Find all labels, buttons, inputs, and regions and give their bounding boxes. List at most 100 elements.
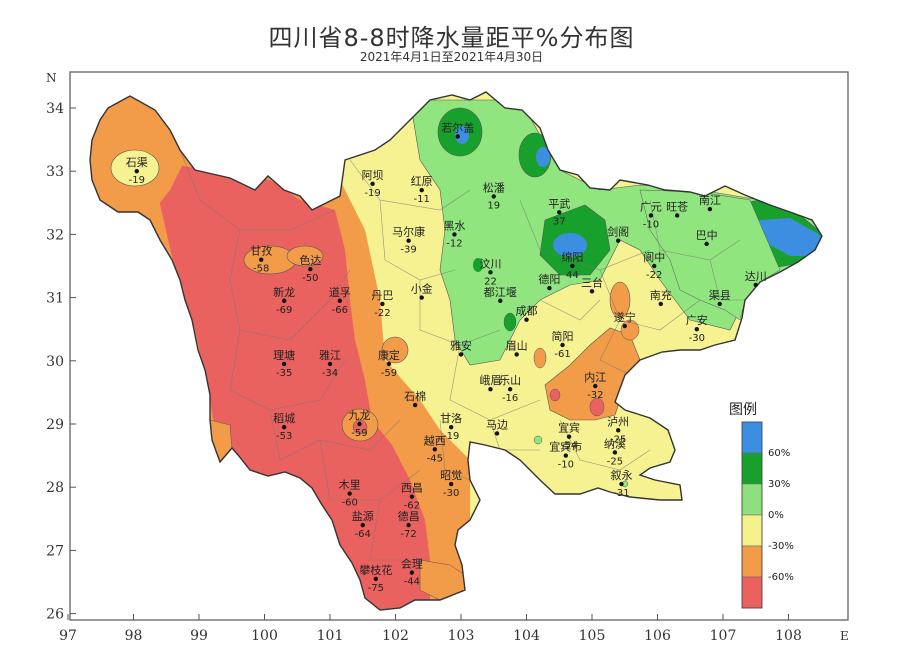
- station-marker[interactable]: 马尔康 -39: [392, 225, 425, 256]
- station-marker[interactable]: 若尔盖: [441, 120, 474, 139]
- station-marker[interactable]: 新龙 -69: [273, 285, 295, 316]
- station-marker[interactable]: 叙永 -31: [610, 468, 632, 499]
- station-marker[interactable]: 木里 -60: [339, 479, 361, 509]
- station-marker[interactable]: 道孚 -66: [329, 285, 351, 316]
- station-value: 37: [553, 216, 566, 227]
- station-marker[interactable]: 红原 -11: [411, 175, 433, 205]
- station-name: 渠县: [709, 289, 731, 302]
- station-name: 马尔康: [392, 225, 425, 239]
- station-marker[interactable]: 眉山: [506, 339, 528, 357]
- x-axis-unit: E: [840, 629, 849, 643]
- y-tick-label: 31: [46, 291, 64, 307]
- station-name: 泸州: [607, 415, 629, 428]
- station-dot: [448, 481, 454, 487]
- station-dot: [134, 169, 139, 174]
- station-marker[interactable]: 三台: [581, 275, 603, 294]
- station-dot: [308, 266, 313, 272]
- station-marker[interactable]: 巴中: [696, 229, 718, 247]
- station-marker[interactable]: 纳溪-25: [604, 437, 626, 467]
- station-name: 理塘: [273, 348, 295, 362]
- station-marker[interactable]: 宜宾 -54: [558, 421, 580, 452]
- station-name: 甘洛: [440, 411, 462, 425]
- legend: 图例 60% 30% 0% -30% -60%: [729, 402, 794, 609]
- station-name: 乐山: [499, 374, 521, 387]
- station-marker[interactable]: 广元 -10: [640, 200, 662, 230]
- station-dot: [498, 298, 503, 303]
- station-marker[interactable]: 峨眉: [479, 374, 501, 392]
- legend-title: 图例: [729, 402, 757, 418]
- station-marker[interactable]: 松潘 19: [483, 180, 505, 211]
- station-name: 南江: [699, 194, 721, 207]
- station-marker[interactable]: 绵阳 44: [561, 250, 583, 281]
- station-marker[interactable]: 德昌 -72: [398, 509, 420, 540]
- station-name: 成都: [516, 305, 538, 318]
- station-marker[interactable]: 乐山 -16: [499, 374, 521, 404]
- station-marker[interactable]: 简阳 -61: [552, 329, 574, 360]
- station-marker[interactable]: 泸州 -25: [607, 415, 629, 445]
- station-name: 广安: [686, 313, 708, 327]
- station-value: -19: [443, 431, 459, 442]
- station-marker[interactable]: 南充: [650, 288, 672, 307]
- station-marker[interactable]: 南江: [699, 194, 721, 212]
- y-tick-label: 30: [46, 354, 64, 370]
- x-tick-label: 106: [644, 628, 671, 644]
- station-name: 九龙: [348, 409, 370, 422]
- station-dot: [557, 210, 562, 215]
- station-marker[interactable]: 剑阁: [607, 225, 629, 243]
- station-marker[interactable]: 色达 -50: [299, 253, 321, 284]
- station-marker[interactable]: 越西 -45: [424, 433, 446, 464]
- station-value: -64: [355, 529, 371, 540]
- station-name: 甘孜: [250, 244, 272, 258]
- station-marker[interactable]: 旺苍: [666, 200, 688, 218]
- station-marker[interactable]: 马边: [486, 418, 508, 436]
- map-title: 四川省8-8时降水量距平%分布图: [268, 24, 635, 52]
- station-marker[interactable]: 阆中 -22: [643, 250, 665, 281]
- station-value: -30: [689, 333, 705, 344]
- station-dot: [507, 387, 513, 392]
- station-marker[interactable]: 小金: [411, 282, 433, 300]
- station-marker[interactable]: 都江堰: [484, 286, 517, 303]
- station-marker[interactable]: 康定 -59: [378, 348, 400, 379]
- station-marker[interactable]: 甘洛 -19: [440, 411, 462, 442]
- station-marker[interactable]: 雅江 -34: [319, 348, 341, 379]
- station-marker[interactable]: 九龙 -59: [348, 409, 370, 439]
- x-tick-label: 98: [125, 628, 143, 644]
- station-marker[interactable]: 平武 37: [548, 197, 570, 227]
- station-marker[interactable]: 遂宁: [614, 310, 636, 329]
- station-marker[interactable]: 内江 -32: [584, 370, 606, 401]
- station-marker[interactable]: 理塘 -35: [273, 348, 295, 379]
- station-name: 越西: [424, 433, 446, 447]
- station-marker[interactable]: 甘孜 -58: [250, 244, 272, 275]
- station-name: 德阳: [538, 272, 560, 286]
- station-marker[interactable]: 会理 -44: [401, 558, 423, 588]
- station-name: 盐源: [352, 509, 374, 523]
- station-marker[interactable]: 丹巴 -22: [371, 289, 393, 319]
- station-marker[interactable]: 昭觉 -30: [440, 469, 462, 499]
- station-marker[interactable]: 盐源 -64: [352, 509, 374, 540]
- station-marker[interactable]: 德阳: [538, 272, 560, 291]
- station-marker[interactable]: 石渠 -19: [126, 156, 148, 186]
- x-tick-label: 104: [513, 628, 540, 644]
- station-value: -69: [276, 305, 292, 316]
- station-name: 眉山: [506, 339, 528, 352]
- station-name: 雅江: [319, 348, 341, 362]
- station-marker[interactable]: 广安 -30: [686, 313, 708, 344]
- legend-swatch: [741, 576, 763, 609]
- station-dot: [658, 301, 663, 307]
- station-marker[interactable]: 达川: [745, 270, 767, 288]
- station-marker[interactable]: 石棉: [404, 389, 426, 408]
- station-marker[interactable]: 西昌 -62: [401, 482, 423, 512]
- station-marker[interactable]: 稻城 -53: [273, 412, 295, 442]
- station-marker[interactable]: 宜宾市 -10: [549, 440, 582, 471]
- station-marker[interactable]: 渠县: [709, 289, 731, 307]
- station-dot: [347, 491, 352, 496]
- station-marker[interactable]: 阿坝 -19: [362, 168, 384, 199]
- station-dot: [488, 270, 493, 275]
- station-name: 广元: [640, 200, 662, 213]
- station-marker[interactable]: 黑水 -12: [443, 219, 465, 249]
- station-marker[interactable]: 汶川 22: [479, 256, 501, 287]
- station-dot: [409, 494, 415, 499]
- station-marker[interactable]: 雅安: [450, 338, 472, 357]
- station-marker[interactable]: 攀枝花 -75: [359, 563, 392, 594]
- station-marker[interactable]: 成都: [516, 305, 538, 322]
